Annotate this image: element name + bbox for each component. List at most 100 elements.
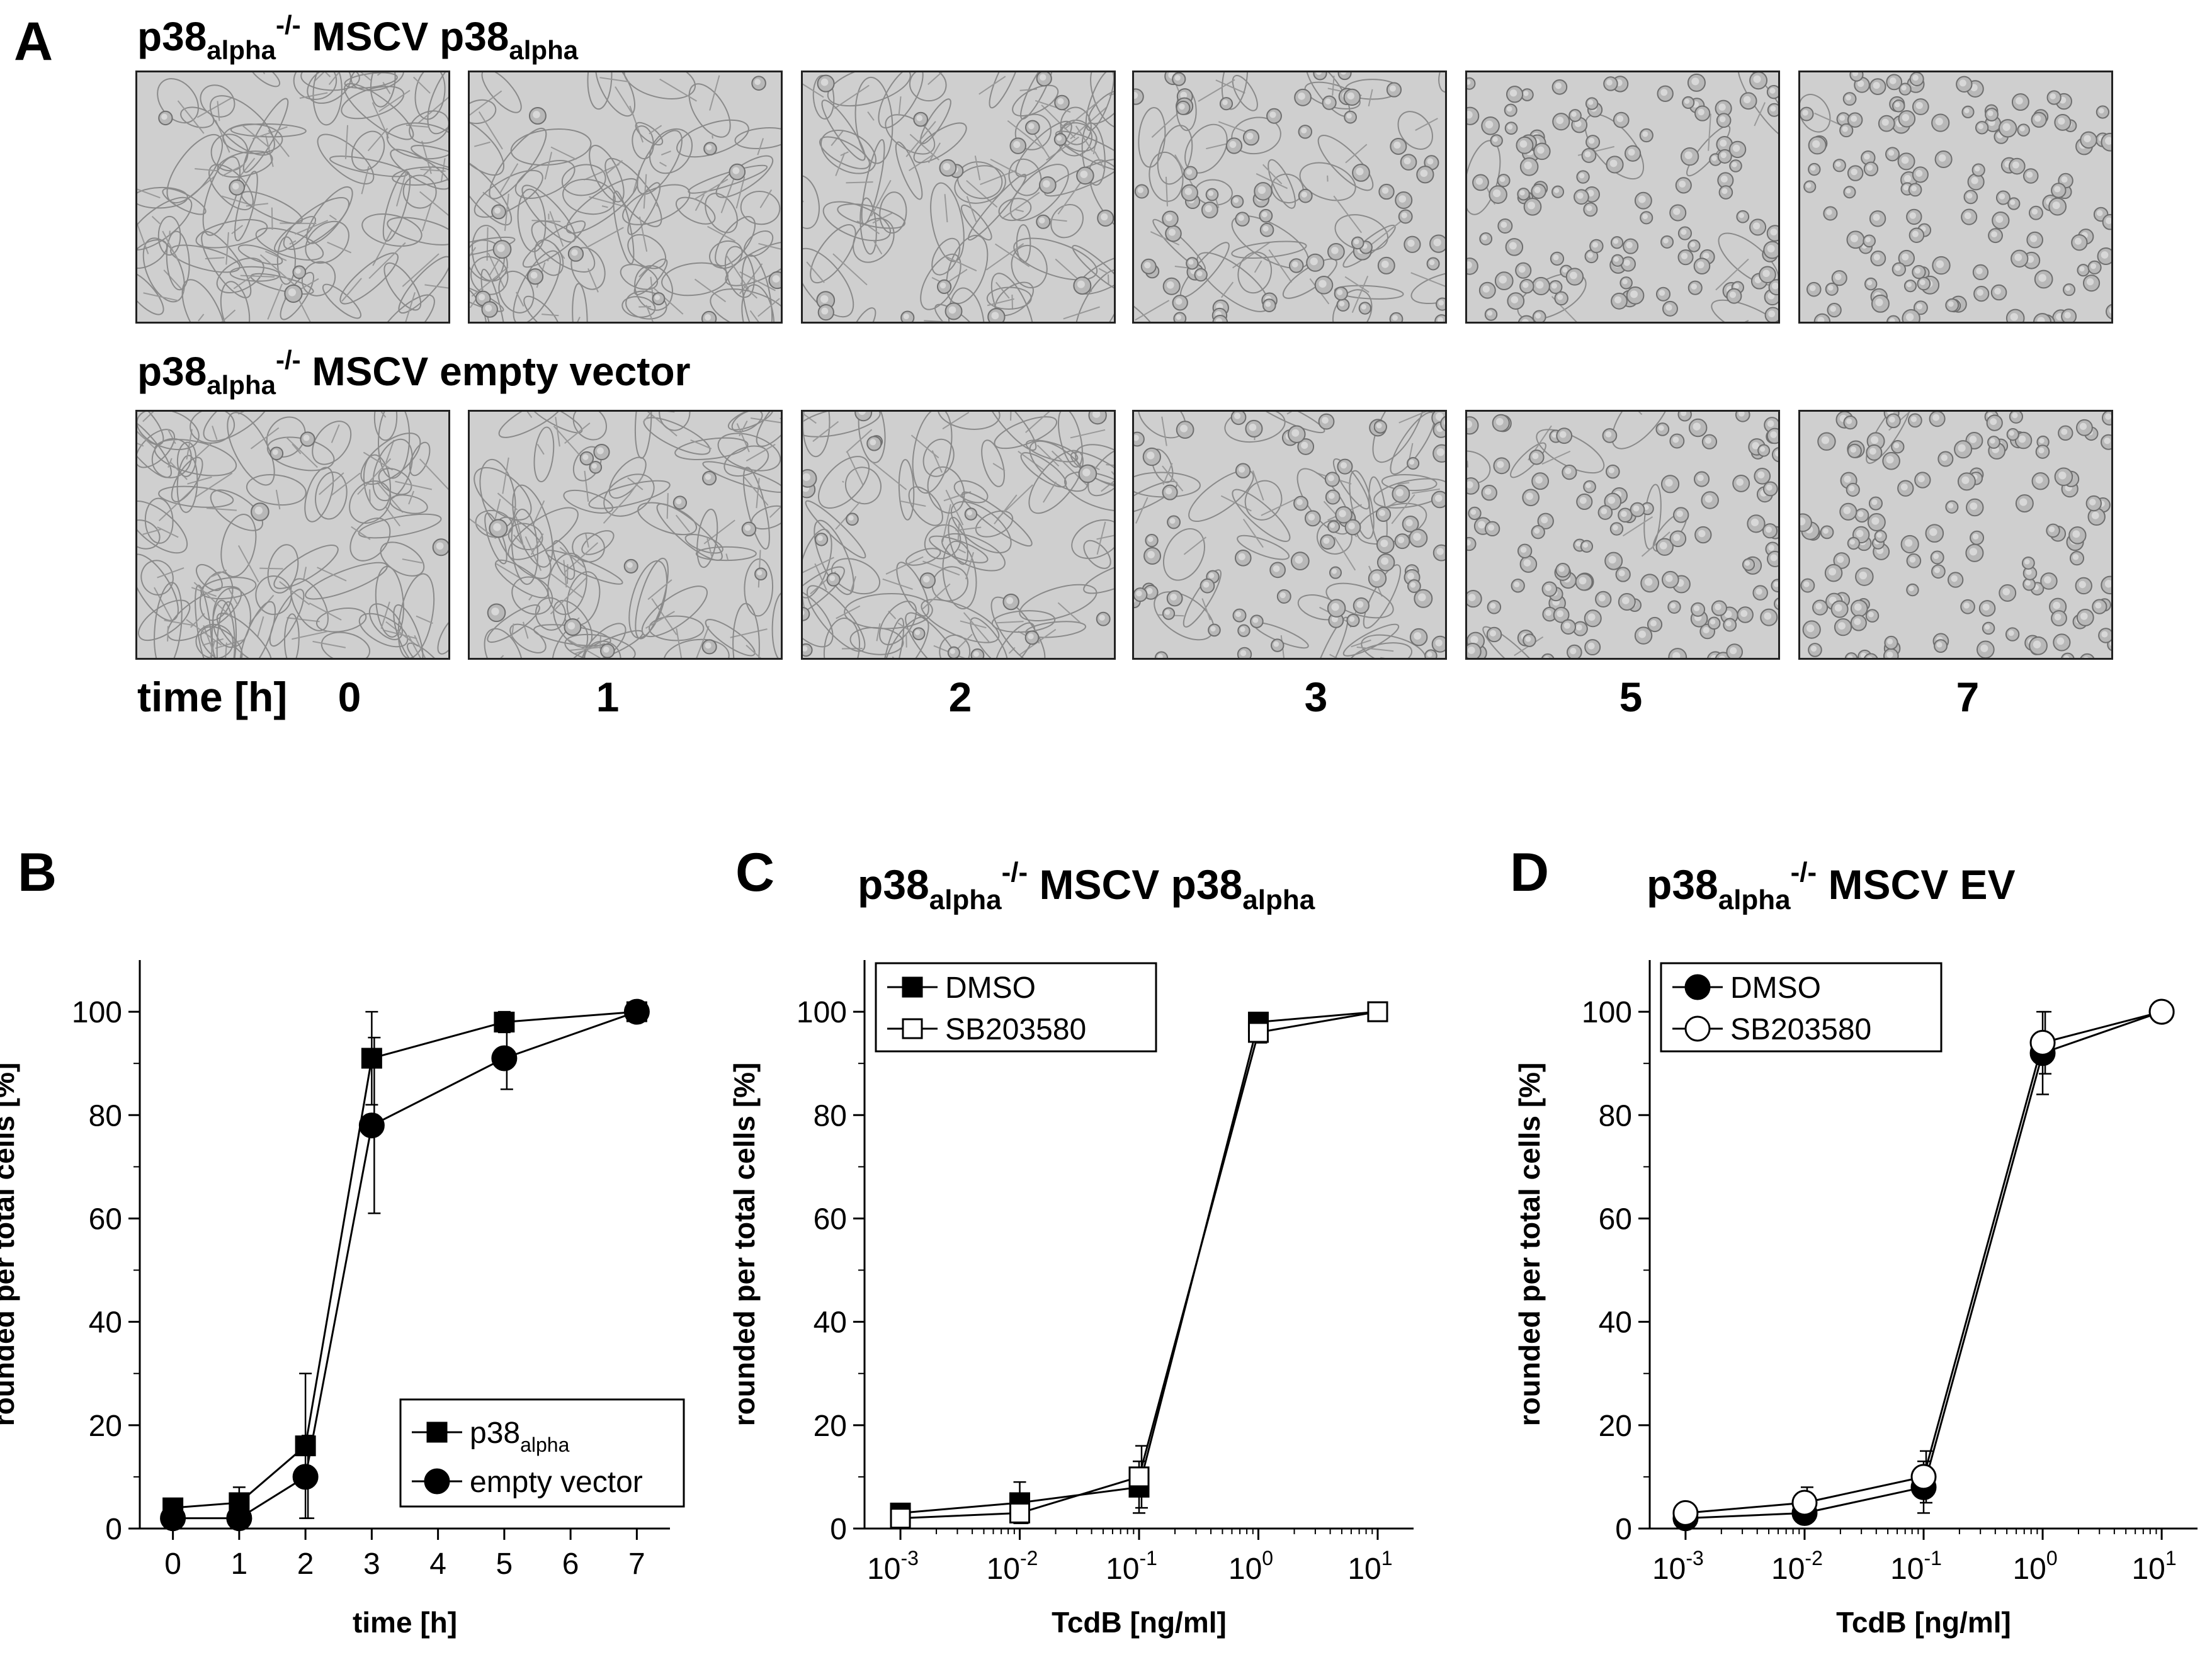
time-point-label: 2 — [949, 674, 972, 720]
series-p38alpha — [162, 1001, 647, 1519]
data-point — [1009, 1502, 1031, 1524]
chart-c-title: p38alpha-/- MSCV p38alpha — [858, 857, 1315, 915]
micrograph-r1-t2 — [801, 71, 1116, 324]
x-tick-label: 10-2 — [1771, 1547, 1823, 1586]
data-point — [1128, 1466, 1150, 1488]
panel-a-letter: A — [14, 11, 53, 72]
series-line — [900, 1010, 1378, 1520]
data-point — [361, 1048, 382, 1069]
y-tick-label: 0 — [1615, 1513, 1632, 1546]
series-sb203580 — [1672, 998, 2175, 1526]
y-tick-label: 20 — [1599, 1410, 1632, 1443]
y-tick-label: 20 — [89, 1410, 122, 1443]
data-point — [1672, 1500, 1699, 1526]
legend-marker — [426, 1422, 448, 1443]
y-tick-label: 80 — [1599, 1099, 1632, 1133]
legend-marker — [424, 1468, 450, 1495]
x-axis-label: TcdB [ng/ml] — [1052, 1606, 1227, 1639]
legend: DMSO SB203580 — [1660, 962, 1943, 1053]
y-tick-label: 80 — [89, 1099, 122, 1133]
data-point — [890, 1508, 911, 1529]
legend-marker — [902, 976, 923, 998]
time-point-label: 7 — [1956, 674, 1980, 720]
chart-b: 0 20 40 60 80 100 0 1 2 3 4 5 6 7 time [h] rounded per … — [0, 960, 685, 1639]
time-label: time [h] — [137, 674, 287, 720]
data-point — [1247, 1022, 1269, 1043]
micrograph-r2-t7 — [1798, 410, 2113, 660]
series-empty-vector — [160, 998, 650, 1532]
y-tick-label: 80 — [814, 1099, 847, 1133]
y-tick-label: 0 — [105, 1513, 122, 1546]
x-axis-label: TcdB [ng/ml] — [1836, 1606, 2011, 1639]
micrograph-r2-t3 — [1132, 410, 1447, 660]
row1-title: p38alpha-/- MSCV p38alpha — [137, 10, 579, 65]
time-point-label: 3 — [1305, 674, 1328, 720]
x-tick-label: 10-3 — [1652, 1547, 1704, 1586]
x-tick-label: 6 — [562, 1547, 579, 1581]
y-axis-label: rounded per total cells [%] — [0, 1063, 20, 1427]
x-tick-label: 100 — [2012, 1547, 2057, 1586]
x-axis-label: time [h] — [353, 1606, 457, 1639]
row2-title: p38alpha-/- MSCV empty vector — [137, 345, 690, 400]
time-point-label: 5 — [1619, 674, 1643, 720]
micrograph-r1-t0 — [135, 71, 450, 324]
x-tick-label: 101 — [2131, 1547, 2176, 1586]
legend-label: SB203580 — [1730, 1013, 1871, 1046]
legend: p38alpha empty vector — [399, 1398, 685, 1508]
y-tick-label: 60 — [1599, 1202, 1632, 1236]
legend-marker — [902, 1018, 923, 1039]
y-tick-label: 60 — [814, 1202, 847, 1236]
micrograph-r2-t5 — [1465, 410, 1780, 660]
chart-d-title: p38alpha-/- MSCV EV — [1647, 857, 2016, 915]
time-point-label: 0 — [338, 674, 361, 720]
data-point — [494, 1012, 515, 1033]
data-point — [1791, 1490, 1818, 1516]
x-tick-label: 7 — [628, 1547, 645, 1581]
series-line — [1685, 1010, 2162, 1520]
legend-label: DMSO — [945, 971, 1036, 1005]
y-axis-label: rounded per total cells [%] — [728, 1063, 761, 1427]
micrograph-r2-t1 — [468, 410, 783, 660]
x-tick-label: 10-1 — [1106, 1547, 1157, 1586]
legend-label: p38alpha — [470, 1416, 570, 1456]
x-tick-label: 100 — [1228, 1547, 1273, 1586]
x-tick-label: 4 — [429, 1547, 446, 1581]
x-tick-label: 1 — [231, 1547, 248, 1581]
data-point — [623, 998, 650, 1025]
x-tick-label: 2 — [297, 1547, 314, 1581]
series-line — [900, 1010, 1378, 1514]
legend-box — [1660, 962, 1943, 1053]
x-tick-label: 101 — [1347, 1547, 1392, 1586]
x-tick-label: 0 — [164, 1547, 181, 1581]
data-point — [491, 1045, 518, 1071]
panel-d-letter: D — [1510, 842, 1549, 903]
data-point — [226, 1505, 252, 1532]
y-tick-label: 40 — [1599, 1306, 1632, 1340]
x-tick-label: 10-1 — [1890, 1547, 1942, 1586]
legend: DMSO SB203580 — [875, 962, 1157, 1053]
time-point-label: 1 — [596, 674, 620, 720]
x-tick-label: 10-2 — [987, 1547, 1038, 1586]
time-point-labels: 0 1 2 3 5 7 — [338, 674, 1980, 720]
series-line — [1685, 1010, 2162, 1514]
legend-marker — [1684, 974, 1711, 1000]
legend-label: DMSO — [1730, 971, 1821, 1005]
series-sb203580 — [890, 1001, 1388, 1529]
panel-c-letter: C — [735, 842, 774, 903]
series-line — [173, 1010, 637, 1509]
chart-c: 0 20 40 60 80 100 10-3 10-2 10-1 100 101 TcdB [ng/m… — [728, 960, 1414, 1639]
panel-b-letter: B — [18, 842, 57, 903]
micrograph-r2-t2 — [801, 410, 1116, 660]
micrograph-r2-t0 — [135, 410, 450, 660]
y-tick-label: 20 — [814, 1410, 847, 1443]
y-tick-label: 0 — [830, 1513, 847, 1546]
chart-d: 0 20 40 60 80 100 10-3 10-2 10-1 100 101 TcdB [ng/m… — [1513, 960, 2198, 1639]
y-tick-label: 100 — [1582, 996, 1632, 1029]
y-tick-label: 100 — [72, 996, 122, 1029]
micrograph-r1-t1 — [468, 71, 783, 324]
x-tick-label: 10-3 — [867, 1547, 919, 1586]
y-tick-label: 60 — [89, 1202, 122, 1236]
data-point — [292, 1464, 319, 1490]
micrograph-r1-t5 — [1465, 71, 1780, 324]
y-tick-label: 100 — [797, 996, 847, 1029]
